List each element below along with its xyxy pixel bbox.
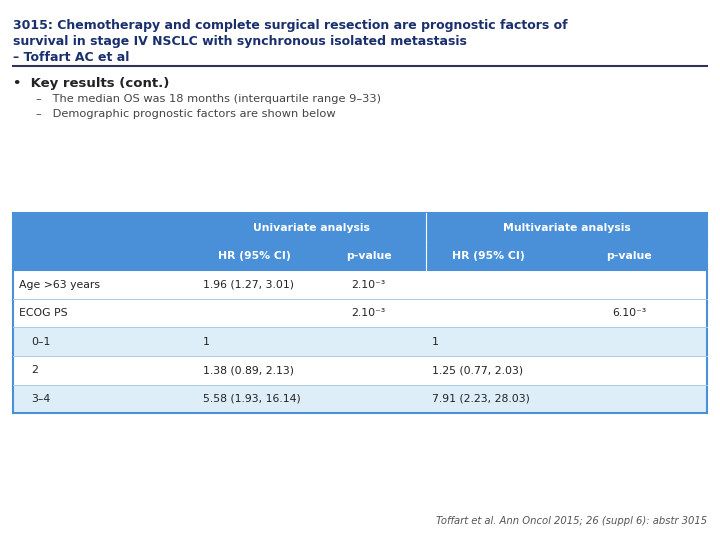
FancyBboxPatch shape [13,299,707,327]
Text: 7.91 (2.23, 28.03): 7.91 (2.23, 28.03) [432,394,530,404]
Text: 2: 2 [31,365,38,375]
FancyBboxPatch shape [13,242,707,271]
Text: p-value: p-value [346,251,392,261]
Text: survival in stage IV NSCLC with synchronous isolated metastasis: survival in stage IV NSCLC with synchron… [13,35,467,48]
Text: 1.38 (0.89, 2.13): 1.38 (0.89, 2.13) [202,365,294,375]
Text: –   The median OS was 18 months (interquartile range 9–33): – The median OS was 18 months (interquar… [36,94,381,104]
Text: –   Demographic prognostic factors are shown below: – Demographic prognostic factors are sho… [36,109,336,119]
Text: 3–4: 3–4 [31,394,50,404]
Text: 1.25 (0.77, 2.03): 1.25 (0.77, 2.03) [432,365,523,375]
Text: 1: 1 [202,337,210,347]
Text: 3015: Chemotherapy and complete surgical resection are prognostic factors of: 3015: Chemotherapy and complete surgical… [13,19,567,32]
FancyBboxPatch shape [13,213,707,242]
FancyBboxPatch shape [13,327,707,356]
Text: p-value: p-value [606,251,652,261]
Text: Multivariate analysis: Multivariate analysis [503,222,631,233]
Text: 1: 1 [432,337,438,347]
Text: HR (95% CI): HR (95% CI) [217,251,291,261]
Text: 2.10⁻³: 2.10⁻³ [351,308,386,318]
Text: ECOG PS: ECOG PS [19,308,68,318]
Text: Univariate analysis: Univariate analysis [253,222,370,233]
Text: 0–1: 0–1 [31,337,50,347]
Text: HR (95% CI): HR (95% CI) [452,251,525,261]
Text: Toffart et al. Ann Oncol 2015; 26 (suppl 6): abstr 3015: Toffart et al. Ann Oncol 2015; 26 (suppl… [436,516,707,526]
Text: 1.96 (1.27, 3.01): 1.96 (1.27, 3.01) [202,280,294,289]
Text: – Toffart AC et al: – Toffart AC et al [13,51,130,64]
Text: Age >63 years: Age >63 years [19,280,99,289]
Text: 2.10⁻³: 2.10⁻³ [351,280,386,289]
FancyBboxPatch shape [13,356,707,384]
Text: 5.58 (1.93, 16.14): 5.58 (1.93, 16.14) [202,394,300,404]
Text: 6.10⁻³: 6.10⁻³ [612,308,646,318]
FancyBboxPatch shape [13,384,707,413]
Text: •  Key results (cont.): • Key results (cont.) [13,77,169,90]
FancyBboxPatch shape [13,271,707,299]
